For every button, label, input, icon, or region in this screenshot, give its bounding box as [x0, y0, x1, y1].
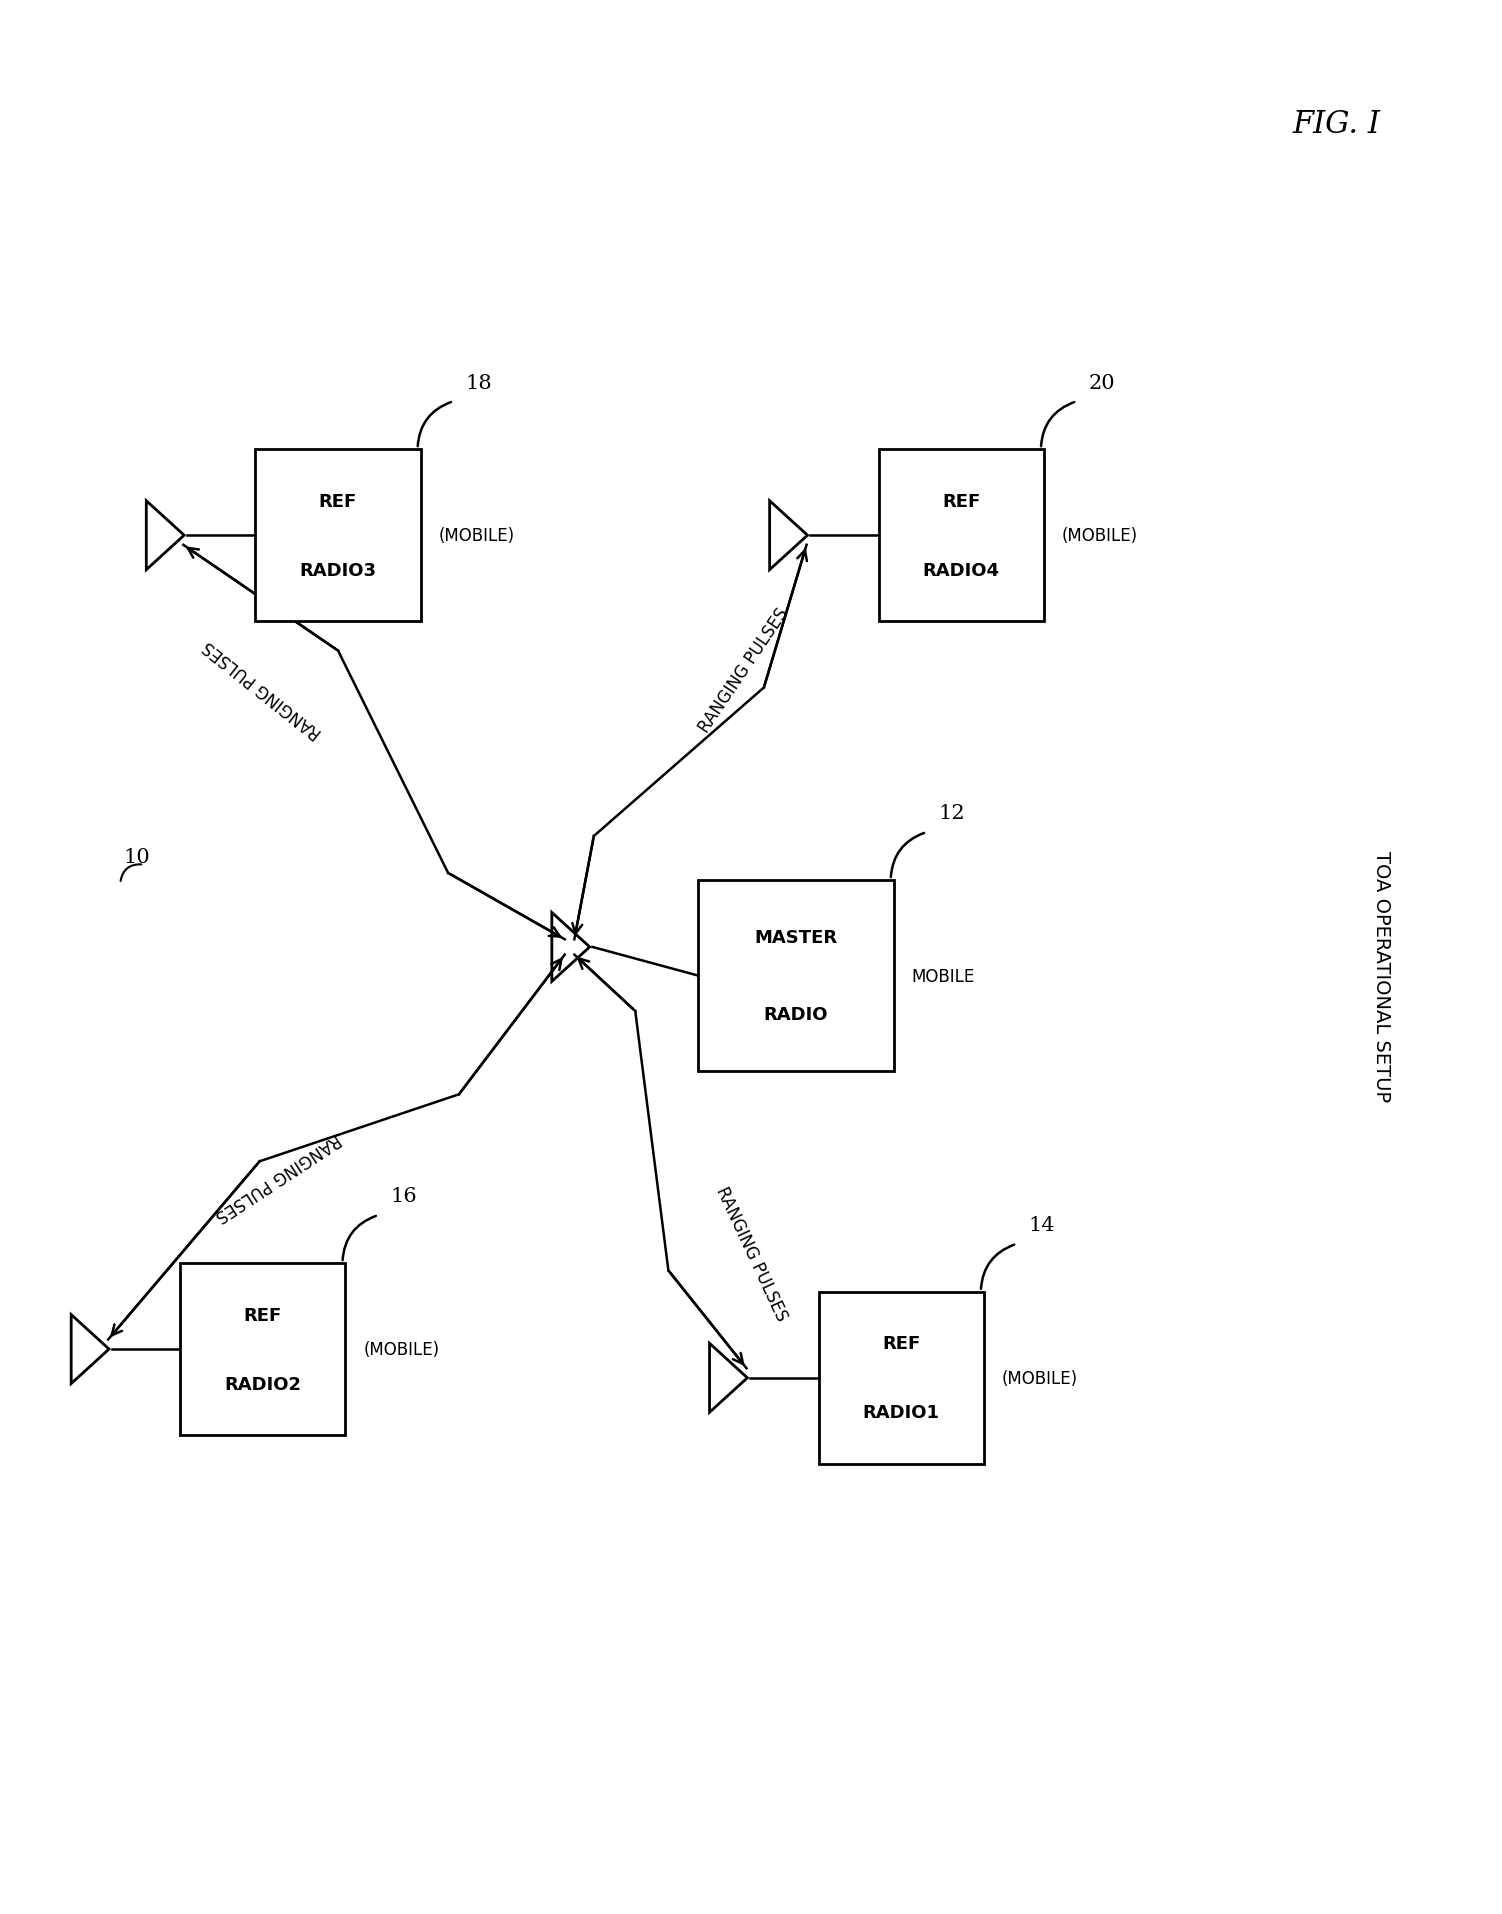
FancyArrowPatch shape — [891, 833, 924, 879]
Bar — [879, 450, 1044, 622]
Bar — [698, 880, 894, 1072]
Text: 10: 10 — [123, 848, 150, 867]
Text: FIG. I: FIG. I — [1293, 109, 1380, 140]
FancyArrowPatch shape — [342, 1215, 376, 1261]
Text: 18: 18 — [466, 373, 493, 392]
Text: RADIO2: RADIO2 — [224, 1374, 302, 1393]
Text: (MOBILE): (MOBILE) — [1002, 1369, 1078, 1388]
Bar — [819, 1292, 984, 1464]
Bar — [180, 1263, 345, 1436]
Text: RADIO3: RADIO3 — [299, 561, 377, 580]
Text: RANGING PULSES: RANGING PULSES — [712, 1183, 790, 1324]
Text: 12: 12 — [939, 804, 966, 823]
Text: 16: 16 — [391, 1187, 418, 1206]
Text: 20: 20 — [1089, 373, 1116, 392]
Text: RADIO4: RADIO4 — [922, 561, 1000, 580]
FancyArrowPatch shape — [120, 865, 141, 882]
Text: RADIO1: RADIO1 — [862, 1403, 940, 1422]
Text: RANGING PULSES: RANGING PULSES — [212, 1129, 344, 1225]
FancyArrowPatch shape — [418, 402, 451, 448]
Text: (MOBILE): (MOBILE) — [439, 526, 515, 545]
Text: REF: REF — [243, 1305, 282, 1324]
Text: (MOBILE): (MOBILE) — [363, 1340, 440, 1359]
Text: REF: REF — [942, 492, 981, 511]
Text: RADIO: RADIO — [765, 1005, 828, 1024]
Text: MOBILE: MOBILE — [912, 967, 975, 986]
FancyArrowPatch shape — [981, 1244, 1014, 1290]
Text: MASTER: MASTER — [754, 928, 838, 947]
Text: REF: REF — [882, 1334, 921, 1353]
Text: (MOBILE): (MOBILE) — [1062, 526, 1139, 545]
FancyArrowPatch shape — [1041, 402, 1074, 448]
Text: RANGING PULSES: RANGING PULSES — [695, 605, 792, 735]
Bar — [255, 450, 421, 622]
Text: TOA OPERATIONAL SETUP: TOA OPERATIONAL SETUP — [1373, 850, 1391, 1102]
Text: REF: REF — [318, 492, 357, 511]
Text: RANGING PULSES: RANGING PULSES — [200, 637, 326, 741]
Text: 14: 14 — [1029, 1215, 1056, 1235]
